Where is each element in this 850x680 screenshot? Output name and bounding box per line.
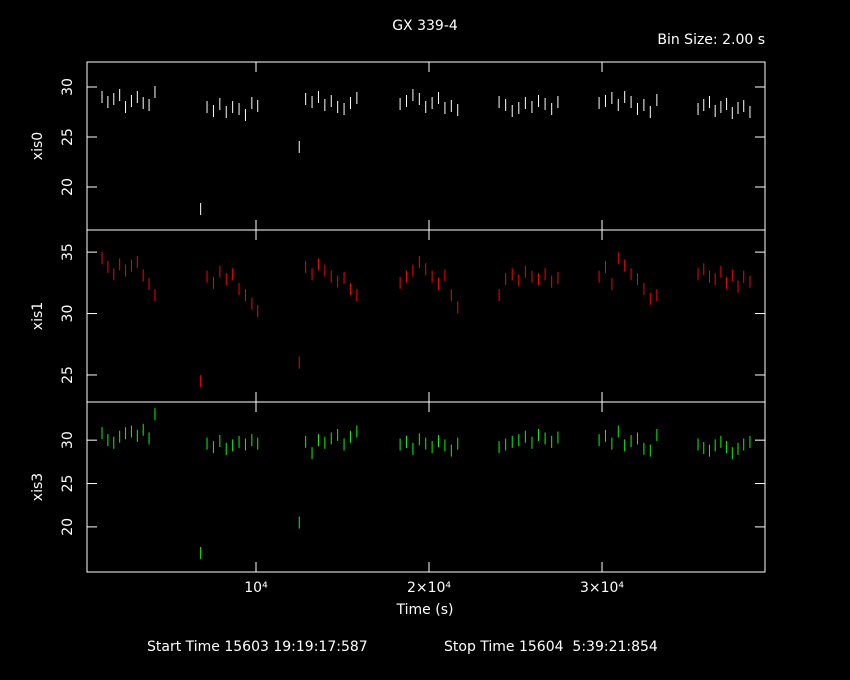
y-tick-label: 20 [60, 178, 76, 196]
y-tick-label: 20 [60, 518, 76, 536]
y-tick-label: 25 [60, 128, 76, 146]
y-tick-label: 30 [60, 78, 76, 96]
bin-size: Bin Size: 2.00 s [657, 32, 765, 48]
panel-frame [86, 401, 766, 573]
y-tick-label: 35 [60, 243, 76, 261]
x-tick-label: 10⁴ [244, 580, 268, 596]
x-axis-label: Time (s) [396, 602, 454, 618]
start-time: Start Time 15603 19:19:17:587 [147, 639, 368, 655]
y-tick-label: 30 [60, 431, 76, 449]
y-axis-label: xis0 [30, 132, 46, 160]
y-tick-label: 30 [60, 305, 76, 323]
stop-time: Stop Time 15604 5:39:21:854 [444, 639, 658, 655]
y-tick-label: 25 [60, 366, 76, 384]
chart-title: GX 339-4 [392, 18, 458, 34]
x-tick-label: 3×10⁴ [580, 580, 624, 596]
y-axis-label: xis1 [30, 302, 46, 330]
y-axis-label: xis3 [30, 473, 46, 501]
y-tick-label: 25 [60, 475, 76, 493]
x-tick-label: 2×10⁴ [407, 580, 451, 596]
